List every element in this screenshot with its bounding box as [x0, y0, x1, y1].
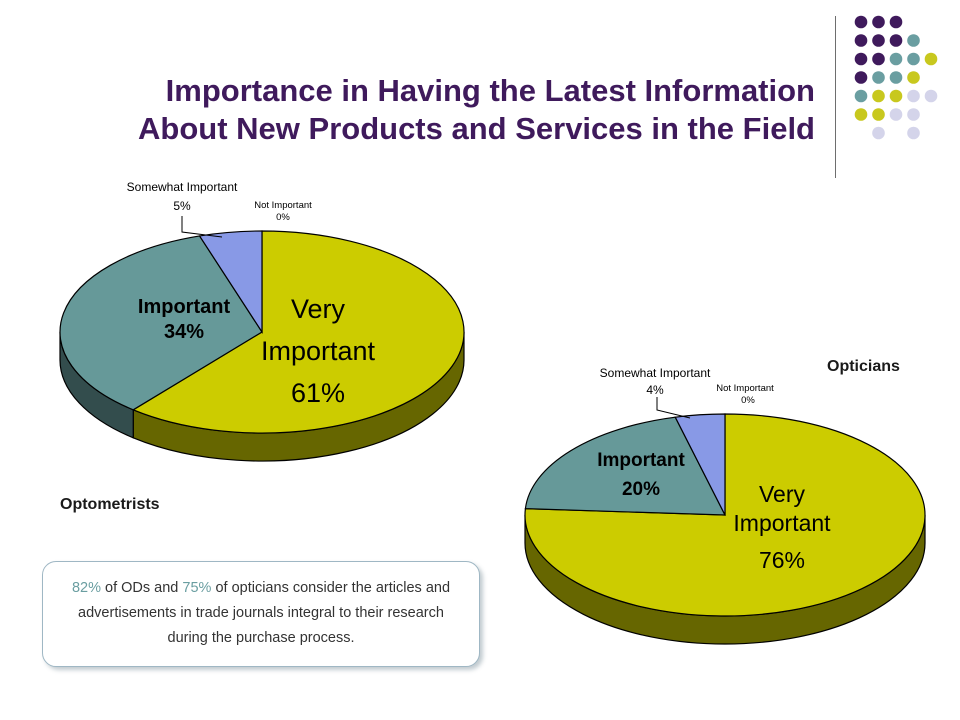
- decor-dot: [872, 34, 885, 47]
- value-not-important: 0%: [276, 212, 290, 223]
- label-not-important: Not Important: [716, 383, 774, 394]
- label-very-important-line-2: Important: [733, 510, 831, 536]
- pie-slice-very-important: [131, 230, 465, 434]
- decorative-dot-grid: [854, 15, 938, 140]
- decor-dot: [872, 52, 885, 66]
- label-very-important-line-1: Very: [291, 294, 346, 324]
- callout-text-2: of opticians consider the articles and a…: [78, 580, 451, 646]
- decor-dot: [924, 52, 938, 66]
- value-not-important: 0%: [741, 395, 755, 406]
- label-not-important: Not Important: [254, 200, 312, 211]
- callout-box: 82% of ODs and 75% of opticians consider…: [42, 561, 480, 667]
- label-very-important-line-2: Important: [261, 336, 376, 366]
- title-divider: [835, 16, 836, 178]
- decor-dot: [889, 89, 903, 103]
- label-very-important-line-1: Very: [759, 481, 806, 507]
- opticians-label: Opticians: [827, 358, 900, 375]
- decor-dot: [889, 15, 903, 29]
- value-somewhat-important: 4%: [646, 383, 664, 397]
- decor-dot: [872, 89, 885, 103]
- decor-dot: [872, 126, 885, 140]
- value-somewhat-important: 5%: [173, 199, 191, 213]
- decor-dot: [854, 108, 868, 121]
- decor-dot: [907, 34, 920, 47]
- optometrists-label: Optometrists: [60, 496, 160, 513]
- decor-dot: [872, 15, 885, 29]
- decor-dot: [907, 108, 920, 121]
- callout-pct-ods: 82%: [71, 580, 101, 596]
- pie-slice-somewhat-important: [198, 230, 263, 335]
- decor-dot: [872, 71, 885, 84]
- value-important: 34%: [164, 321, 204, 343]
- value-very-important: 76%: [759, 547, 805, 573]
- label-somewhat-important: Somewhat Important: [600, 366, 711, 380]
- decor-dot: [854, 89, 868, 103]
- decor-dot: [924, 89, 938, 103]
- slide-title: Importance in Having the Latest Informat…: [40, 72, 815, 148]
- decor-dot: [854, 34, 868, 47]
- decor-dot: [872, 108, 885, 121]
- pie-slice-important: [59, 235, 263, 411]
- pie-slice-somewhat-important: [674, 413, 726, 516]
- decor-dot: [854, 52, 868, 66]
- label-important: Important: [597, 450, 685, 471]
- title-line-2: About New Products and Services in the F…: [138, 111, 815, 146]
- callout-pct-opticians: 75%: [182, 580, 212, 596]
- somewhat-important-leader-line: [656, 397, 691, 419]
- somewhat-important-leader-line: [181, 216, 223, 238]
- decor-dot: [889, 108, 903, 121]
- title-line-1: Importance in Having the Latest Informat…: [165, 73, 815, 108]
- value-very-important: 61%: [291, 378, 345, 408]
- pie-slice-important: [524, 416, 726, 516]
- value-important: 20%: [622, 479, 660, 500]
- pie-chart-optometrists: Very Important 61% Important 34% Somewhat Imp…: [59, 180, 465, 462]
- callout-text-1: of ODs and: [101, 580, 183, 596]
- decor-dot: [889, 71, 903, 84]
- decor-dot: [889, 52, 903, 66]
- label-somewhat-important: Somewhat Important: [127, 180, 238, 194]
- pie-chart-opticians: Very Important 76% Important 20% Somewhat Imp…: [524, 366, 926, 645]
- decor-dot: [854, 15, 868, 29]
- decor-dot: [907, 126, 920, 140]
- decor-dot: [854, 71, 868, 84]
- decor-dot: [907, 89, 920, 103]
- label-important: Important: [138, 296, 231, 318]
- decor-dot: [907, 52, 920, 66]
- decor-dot: [889, 34, 903, 47]
- decor-dot: [907, 71, 920, 84]
